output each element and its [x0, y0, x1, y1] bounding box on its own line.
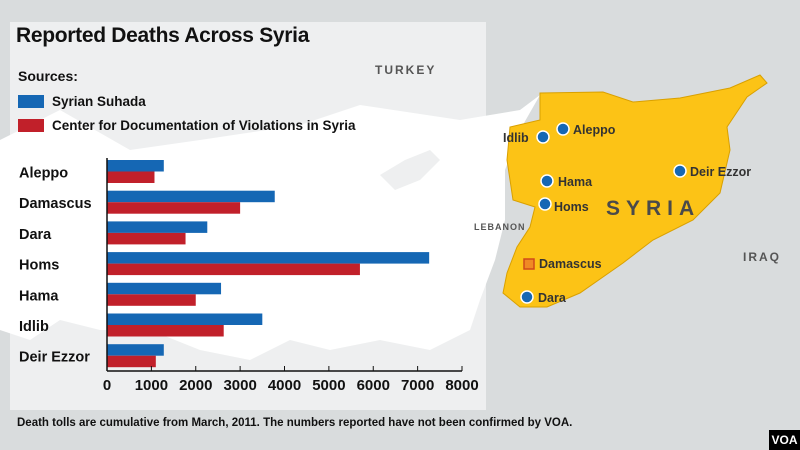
bar-cdv-idlib — [107, 325, 224, 337]
legend-item-suhada: Syrian Suhada — [18, 94, 146, 109]
hama-city-label: Hama — [558, 175, 593, 189]
bar-suhada-homs — [107, 252, 430, 264]
city-markers — [520, 122, 687, 304]
category-label: Deir Ezzor — [19, 350, 90, 366]
idlib-marker — [536, 130, 550, 144]
deir-ezzor-marker — [673, 164, 687, 178]
x-tick-label: 7000 — [401, 377, 434, 394]
legend-swatch-red — [18, 119, 44, 132]
bar-suhada-dara — [107, 221, 208, 233]
chart-panel — [10, 22, 486, 410]
bar-cdv-dara — [107, 232, 186, 245]
x-tick-label: 1000 — [135, 377, 168, 394]
syria-label: SYRIA — [606, 197, 701, 220]
homs-marker — [538, 197, 552, 211]
lebanon-label: LEBANON — [474, 222, 526, 232]
chart-title: Reported Deaths Across Syria — [16, 24, 310, 47]
bar-cdv-aleppo — [107, 171, 155, 183]
damascus-marker — [523, 258, 535, 270]
sources-label: Sources: — [18, 68, 78, 84]
bar-suhada-aleppo — [107, 160, 164, 172]
x-tick-label: 2000 — [179, 377, 212, 394]
x-tick-label: 8000 — [445, 377, 478, 394]
legend-swatch-blue — [18, 95, 44, 108]
category-label: Damascus — [19, 196, 92, 212]
homs-city-label: Homs — [554, 200, 589, 214]
dara-marker — [520, 290, 534, 304]
bar-cdv-homs — [107, 263, 360, 276]
aleppo-marker — [556, 122, 570, 136]
bar-suhada-idlib — [107, 313, 263, 325]
category-label: Hama — [19, 288, 59, 304]
x-tick-label: 6000 — [357, 377, 390, 394]
turkey-label: TURKEY — [375, 63, 437, 77]
category-label: Dara — [19, 227, 52, 243]
damascus-city-label: Damascus — [539, 257, 602, 271]
idlib-city-label: Idlib — [503, 131, 529, 145]
category-label: Idlib — [19, 319, 49, 335]
category-label: Aleppo — [19, 166, 68, 182]
iraq-label: IRAQ — [743, 250, 781, 264]
legend-label: Syrian Suhada — [52, 94, 146, 109]
voa-logo: VOA — [769, 430, 800, 450]
x-tick-label: 5000 — [312, 377, 345, 394]
legend-item-cdv: Center for Documentation of Violations i… — [18, 118, 356, 133]
bar-suhada-hama — [107, 282, 222, 295]
x-tick-label: 3000 — [223, 377, 256, 394]
hama-marker — [540, 174, 554, 188]
bar-cdv-hama — [107, 294, 196, 306]
x-tick-label: 0 — [103, 377, 111, 394]
footnote: Death tolls are cumulative from March, 2… — [17, 417, 573, 429]
deir-ezzor-city-label: Deir Ezzor — [690, 165, 752, 179]
bar-cdv-damascus — [107, 202, 241, 214]
x-tick-label: 4000 — [268, 377, 301, 394]
legend-label: Center for Documentation of Violations i… — [52, 118, 356, 133]
aleppo-city-label: Aleppo — [573, 123, 616, 137]
bar-cdv-deir-ezzor — [107, 355, 156, 368]
syria-shape — [502, 74, 768, 308]
bar-suhada-damascus — [107, 190, 275, 203]
bar-suhada-deir-ezzor — [107, 344, 164, 356]
dara-city-label: Dara — [538, 291, 566, 305]
category-label: Homs — [19, 258, 59, 274]
